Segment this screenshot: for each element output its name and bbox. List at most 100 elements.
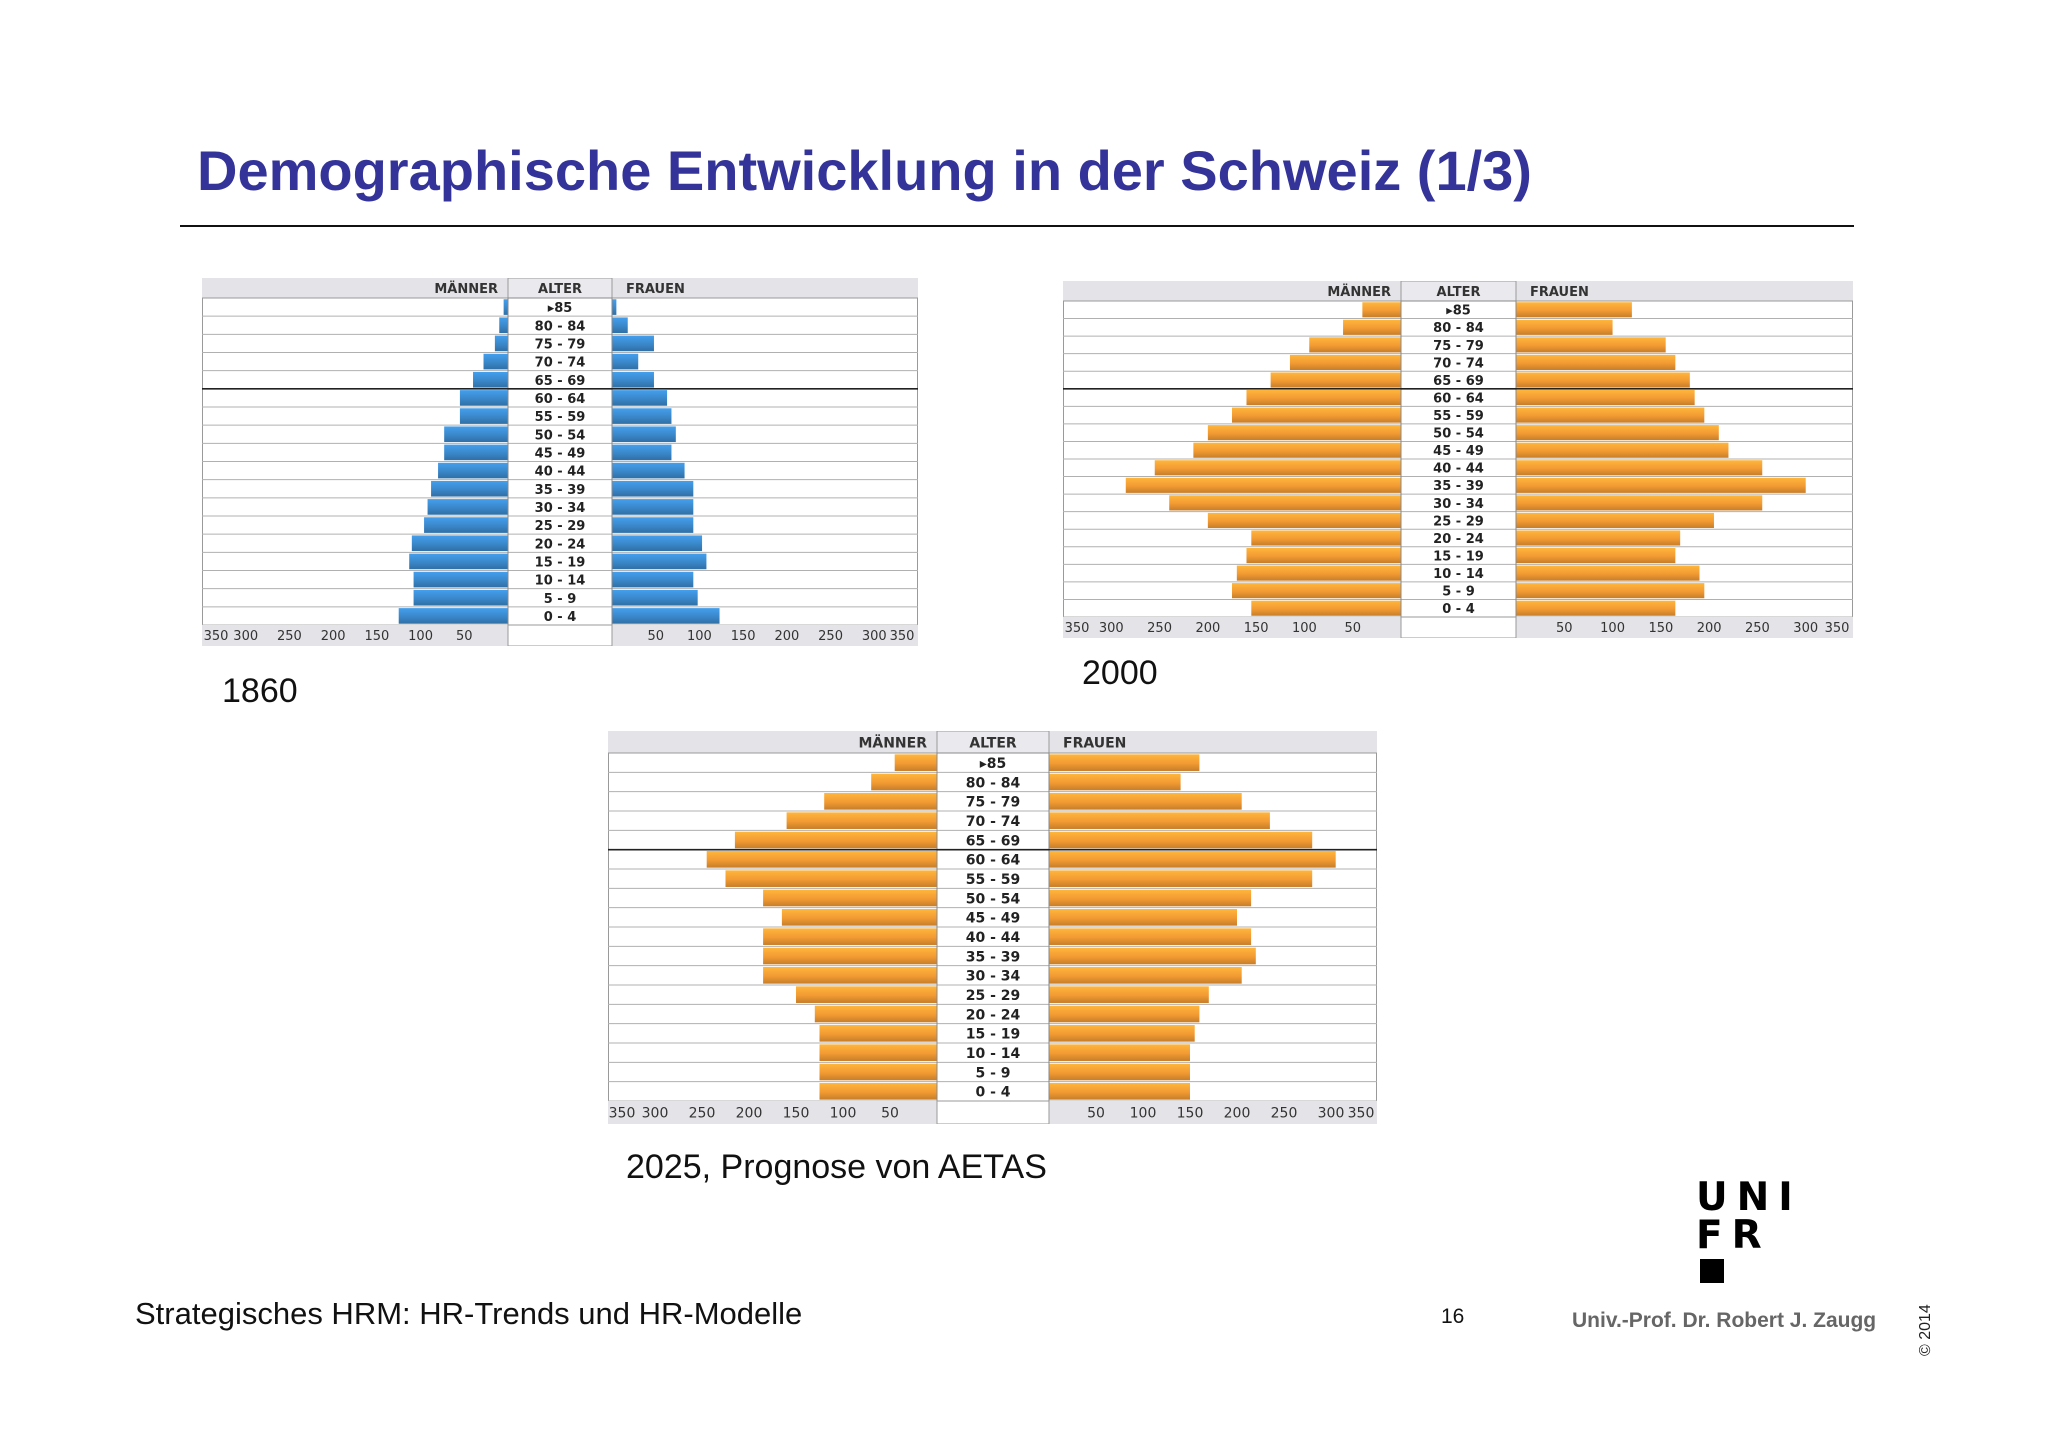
- bar-maenner-1860-50-54: [444, 426, 508, 443]
- bar-maenner-2025-65-69: [734, 831, 937, 849]
- bar-maenner-2000-70-74: [1289, 354, 1401, 370]
- bar-maenner-1860-60-64: [459, 390, 508, 406]
- bar-frauen-2000-30-34: [1516, 495, 1763, 511]
- age-label-2025-45-49: 45 - 49: [966, 911, 1021, 927]
- age-label-2025-40-44: 40 - 44: [966, 930, 1021, 946]
- bar-maenner-1860-10-14: [413, 571, 508, 588]
- caption-2000: 2000: [1082, 654, 1158, 692]
- logo-square: [1700, 1259, 1724, 1283]
- tick-left-2025-200: 200: [736, 1106, 763, 1122]
- bar-frauen-2000-65-69: [1516, 372, 1690, 388]
- axis-age-cell-2000: [1400, 616, 1517, 638]
- age-label-1860-55-59: 55 - 59: [535, 410, 586, 425]
- age-label-1860-25-29: 25 - 29: [535, 519, 586, 534]
- age-label-2000-25-29: 25 - 29: [1433, 514, 1484, 529]
- tick-left-1860-350: 350: [204, 629, 229, 644]
- page-number: 16: [1441, 1305, 1465, 1328]
- bar-maenner-1860-45-49: [444, 444, 508, 461]
- header-maenner-1860: MÄNNER: [434, 281, 498, 297]
- pyramid-svg-2000: MÄNNER ALTER FRAUEN ▸85 80 - 84 75 - 79 70 - 7…: [1063, 281, 1853, 638]
- tick-left-1860-50: 50: [456, 629, 473, 644]
- bar-maenner-2000-20-24: [1251, 530, 1401, 546]
- bar-maenner-2025-80-84: [871, 773, 937, 791]
- age-label-2000-55-59: 55 - 59: [1433, 409, 1484, 424]
- bar-frauen-2025-55-59: [1049, 870, 1313, 887]
- tick-right-2025-50: 50: [1087, 1106, 1105, 1122]
- header-alter-2025: ALTER: [969, 735, 1017, 751]
- age-label-2025-60-64: 60 - 64: [966, 853, 1021, 869]
- age-label-2000-60-64: 60 - 64: [1433, 391, 1484, 406]
- bar-maenner-1860-75-79: [494, 335, 508, 352]
- bar-maenner-2000-75-79: [1309, 337, 1401, 353]
- age-label-2025-80-84: 80 - 84: [966, 775, 1021, 791]
- axis-age-cell-2025: [936, 1100, 1050, 1124]
- bar-frauen-1860-70-74: [612, 353, 639, 370]
- age-label-2000-15-19: 15 - 19: [1433, 549, 1484, 564]
- tick-left-2000-200: 200: [1195, 621, 1220, 636]
- tick-left-2000-300: 300: [1099, 621, 1124, 636]
- bar-frauen-2025-65-69: [1049, 831, 1313, 849]
- bar-maenner-2000-45-49: [1193, 442, 1401, 458]
- bar-maenner-1860-5-9: [413, 589, 508, 606]
- bar-maenner-2025-5-9: [819, 1063, 937, 1081]
- tick-left-2025-100: 100: [830, 1106, 857, 1122]
- bar-maenner-2025-70-74: [786, 812, 937, 829]
- bar-frauen-2025-75-79: [1049, 793, 1242, 810]
- age-label-1860-20-24: 20 - 24: [535, 537, 586, 552]
- bar-maenner-2025-45-49: [781, 909, 937, 926]
- bar-frauen-2025-80-84: [1049, 773, 1181, 791]
- bar-frauen-2025-40-44: [1049, 928, 1252, 945]
- bar-frauen-2000-35-39: [1516, 477, 1806, 493]
- tick-left-1860-250: 250: [277, 629, 302, 644]
- bar-frauen-2000-85: [1516, 302, 1632, 318]
- bar-maenner-2025-40-44: [763, 928, 937, 945]
- bar-maenner-1860-55-59: [459, 408, 508, 424]
- bar-maenner-2025-35-39: [763, 947, 937, 965]
- bar-maenner-1860-25-29: [424, 517, 508, 533]
- tick-left-2000-150: 150: [1244, 621, 1269, 636]
- age-label-1860-85: ▸85: [548, 301, 573, 316]
- bar-frauen-2000-75-79: [1516, 337, 1666, 353]
- slide-title: Demographische Entwicklung in der Schwei…: [197, 139, 1532, 202]
- tick-left-2025-250: 250: [689, 1106, 716, 1122]
- tick-right-1860-250: 250: [818, 629, 843, 644]
- bar-frauen-2025-50-54: [1049, 889, 1252, 907]
- tick-right-1860-150: 150: [731, 629, 756, 644]
- tick-right-2025-250: 250: [1271, 1106, 1298, 1122]
- age-label-2025-30-34: 30 - 34: [966, 969, 1021, 985]
- bar-frauen-2025-45-49: [1049, 909, 1237, 926]
- age-label-2025-55-59: 55 - 59: [966, 872, 1021, 888]
- bar-frauen-2000-15-19: [1516, 548, 1676, 564]
- tick-right-2000-200: 200: [1697, 621, 1722, 636]
- bar-frauen-2025-70-74: [1049, 812, 1270, 829]
- bar-maenner-2000-50-54: [1207, 425, 1401, 441]
- caption-2025: 2025, Prognose von AETAS: [626, 1148, 1047, 1186]
- title-divider: [180, 225, 1854, 227]
- bar-maenner-2025-15-19: [819, 1025, 937, 1042]
- bar-maenner-2025-85: [894, 754, 937, 771]
- tick-right-2025-100: 100: [1130, 1106, 1157, 1122]
- bar-frauen-2000-10-14: [1516, 565, 1700, 581]
- tick-right-2000-150: 150: [1648, 621, 1673, 636]
- tick-left-2025-150: 150: [783, 1106, 810, 1122]
- age-label-2025-65-69: 65 - 69: [966, 833, 1021, 849]
- bar-frauen-2000-50-54: [1516, 425, 1719, 441]
- tick-right-2000-300: 300: [1793, 621, 1818, 636]
- age-label-2000-45-49: 45 - 49: [1433, 444, 1484, 459]
- age-label-2000-75-79: 75 - 79: [1433, 339, 1484, 354]
- bar-maenner-2000-80-84: [1343, 319, 1401, 335]
- age-label-1860-0-4: 0 - 4: [544, 610, 577, 625]
- header-alter-1860: ALTER: [538, 282, 582, 297]
- tick-left-1860-200: 200: [321, 629, 346, 644]
- bar-maenner-2025-25-29: [796, 986, 937, 1003]
- age-label-1860-75-79: 75 - 79: [535, 338, 586, 353]
- tick-right-2000-350: 350: [1825, 621, 1850, 636]
- bar-frauen-2000-70-74: [1516, 354, 1676, 370]
- bar-maenner-1860-80-84: [499, 317, 508, 334]
- bar-frauen-2025-60-64: [1049, 851, 1336, 868]
- logo-text-uni: UNI: [1696, 1175, 1802, 1220]
- bar-maenner-1860-35-39: [431, 480, 508, 497]
- header-maenner-2025: MÄNNER: [858, 734, 927, 751]
- axis-age-cell-1860: [507, 624, 613, 646]
- bar-frauen-1860-85: [612, 299, 617, 315]
